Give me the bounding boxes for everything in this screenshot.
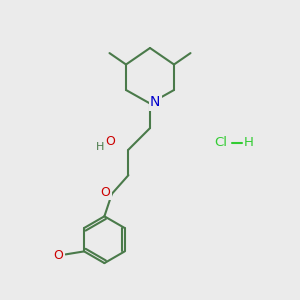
Text: O: O	[105, 135, 115, 148]
Text: O: O	[100, 186, 110, 199]
Text: Cl: Cl	[214, 136, 227, 149]
Text: H: H	[244, 136, 254, 149]
Text: N: N	[150, 95, 160, 109]
Text: O: O	[54, 249, 64, 262]
Text: H: H	[96, 142, 104, 152]
